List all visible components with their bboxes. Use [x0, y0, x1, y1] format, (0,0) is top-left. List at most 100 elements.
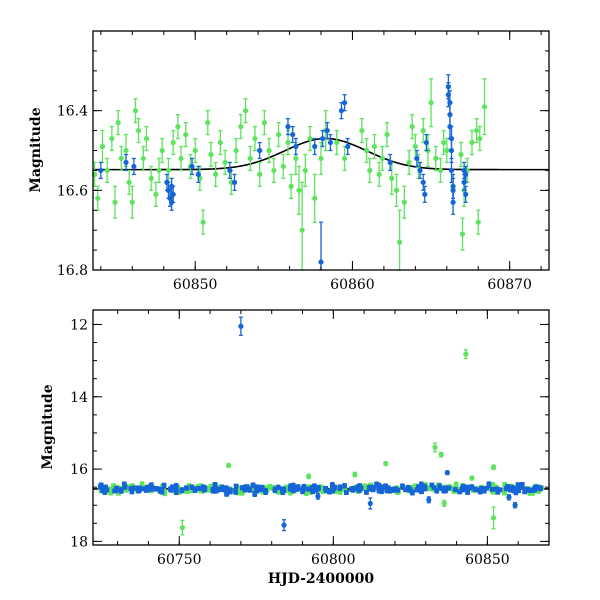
data-point	[115, 487, 121, 493]
point-marker	[137, 486, 143, 492]
data-point	[309, 485, 315, 491]
data-point	[477, 125, 483, 152]
data-point	[192, 137, 198, 164]
point-marker	[469, 475, 475, 481]
data-point	[457, 489, 463, 495]
point-marker	[486, 482, 492, 488]
point-marker	[225, 462, 232, 469]
point-marker	[364, 147, 370, 154]
point-marker	[506, 494, 512, 500]
data-point	[463, 349, 469, 360]
point-marker	[263, 489, 269, 495]
data-point	[434, 487, 440, 494]
data-point	[272, 486, 278, 494]
data-point	[271, 157, 277, 184]
data-point	[227, 487, 233, 495]
point-marker	[474, 127, 480, 134]
data-point	[109, 125, 115, 152]
point-marker	[387, 159, 393, 166]
point-marker	[422, 486, 428, 491]
data-point	[397, 209, 403, 271]
data-point	[490, 464, 497, 471]
point-marker	[459, 486, 465, 492]
data-point	[341, 94, 348, 112]
point-marker	[371, 143, 378, 150]
point-marker	[257, 147, 263, 154]
data-point	[352, 471, 358, 478]
point-marker	[400, 483, 405, 489]
point-marker	[196, 486, 202, 491]
point-marker	[118, 155, 124, 162]
point-marker	[535, 484, 541, 490]
point-marker	[403, 487, 408, 493]
top-panel: 60850 60860 60870 16.4 16.6 16.8 Magnitude	[28, 30, 550, 293]
point-marker	[244, 484, 250, 490]
point-marker	[143, 135, 150, 142]
data-point	[115, 110, 121, 136]
point-marker	[95, 195, 101, 201]
point-marker	[395, 487, 401, 493]
point-marker	[341, 100, 348, 106]
data-point	[196, 486, 202, 491]
point-marker	[515, 482, 521, 488]
bottom-panel: 60750 60800 60850 12 14 16 18 Magnitude HJD-2…	[40, 309, 550, 587]
point-marker	[405, 485, 411, 491]
point-marker	[140, 155, 146, 162]
data-point	[489, 486, 495, 492]
data-point	[189, 157, 195, 176]
point-marker	[313, 487, 319, 493]
data-point	[123, 153, 129, 172]
data-point	[401, 185, 407, 219]
point-marker	[287, 489, 293, 495]
point-marker	[130, 485, 136, 491]
point-marker	[433, 155, 439, 162]
point-marker	[271, 167, 277, 174]
x-tick-label: 60860	[330, 277, 375, 293]
point-marker	[280, 163, 286, 170]
point-marker	[324, 127, 330, 134]
point-marker	[307, 135, 313, 142]
data-point	[405, 484, 411, 491]
point-marker	[495, 489, 501, 495]
data-point	[505, 484, 510, 490]
point-marker	[126, 179, 132, 185]
data-point	[318, 221, 324, 271]
data-point	[481, 78, 488, 136]
point-marker	[123, 487, 129, 493]
data-point	[527, 488, 533, 493]
data-point	[175, 114, 181, 140]
point-marker	[293, 155, 299, 162]
data-point	[306, 473, 312, 480]
point-marker	[109, 135, 115, 142]
data-point	[233, 483, 239, 489]
point-marker	[154, 486, 160, 492]
point-marker	[357, 487, 363, 492]
data-point	[242, 98, 249, 124]
point-marker	[151, 486, 156, 491]
data-point	[315, 492, 321, 500]
data-point	[174, 488, 179, 496]
point-marker	[272, 487, 278, 493]
y-tick-label: 16.4	[57, 104, 88, 120]
x-tick-label: 60850	[173, 277, 218, 293]
data-point	[288, 173, 294, 199]
data-point	[472, 486, 478, 492]
data-point	[337, 484, 343, 492]
data-point	[179, 519, 185, 536]
point-marker	[275, 131, 282, 138]
point-marker	[148, 175, 154, 181]
data-point	[409, 489, 415, 496]
data-point	[519, 481, 525, 488]
point-marker	[285, 124, 291, 130]
point-marker	[379, 155, 385, 162]
point-marker	[139, 482, 145, 487]
point-marker	[397, 239, 403, 245]
point-marker	[429, 482, 435, 488]
point-marker	[223, 486, 229, 492]
data-point	[453, 481, 459, 489]
point-marker	[122, 484, 128, 490]
data-point	[285, 117, 291, 136]
point-marker	[491, 489, 497, 495]
data-point	[327, 133, 334, 152]
data-point	[233, 488, 239, 495]
